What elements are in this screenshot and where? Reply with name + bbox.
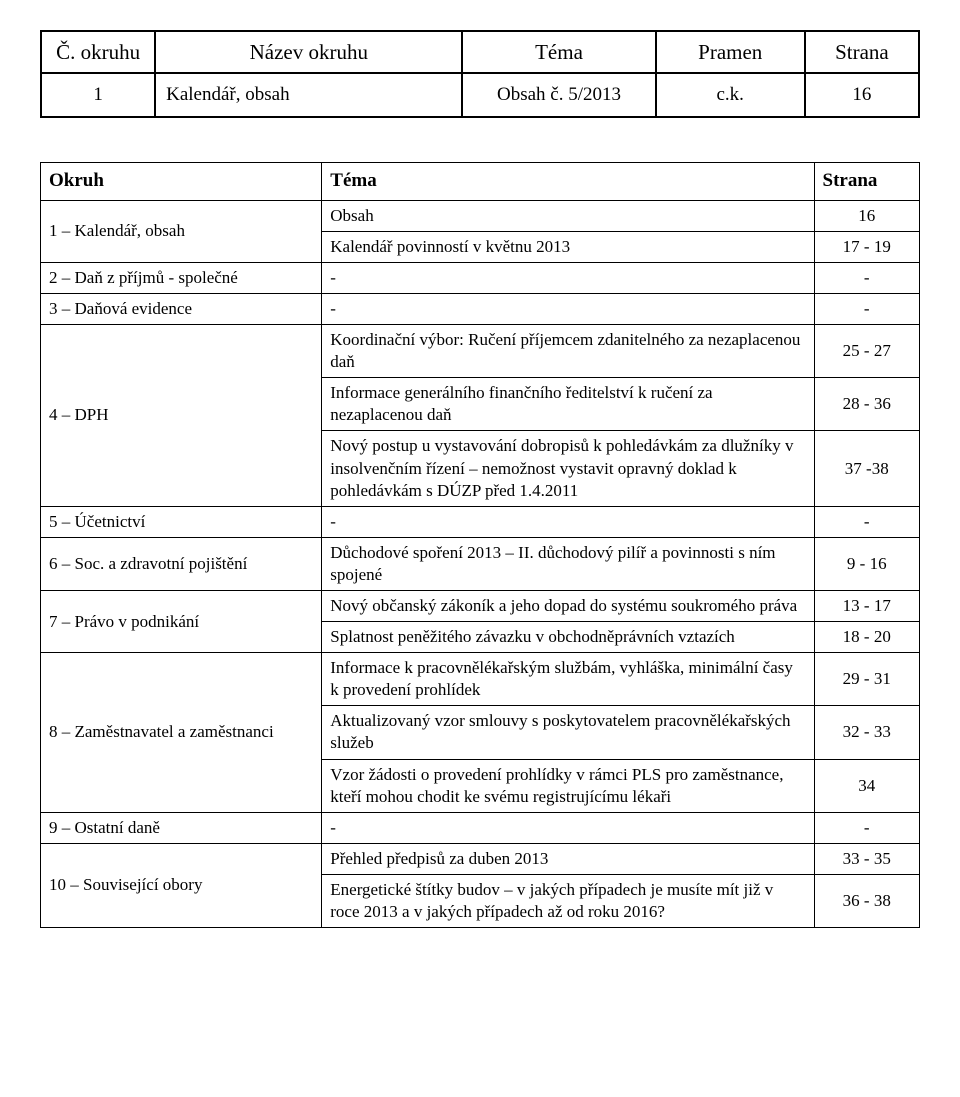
tema-cell: - (322, 506, 814, 537)
strana-cell: 25 - 27 (814, 325, 919, 378)
col-header-name: Název okruhu (155, 31, 462, 73)
strana-cell: 17 - 19 (814, 231, 919, 262)
strana-cell: 37 -38 (814, 431, 919, 506)
main-header-row: Okruh Téma Strana (41, 163, 920, 201)
tema-cell: Koordinační výbor: Ručení příjemcem zdan… (322, 325, 814, 378)
main-col-okruh: Okruh (41, 163, 322, 201)
okruh-cell: 1 – Kalendář, obsah (41, 200, 322, 262)
cell-num: 1 (41, 73, 155, 117)
table-row: 7 – Právo v podnikání Nový občanský záko… (41, 591, 920, 622)
col-header-page: Strana (805, 31, 919, 73)
tema-cell: - (322, 262, 814, 293)
table-row: 5 – Účetnictví - - (41, 506, 920, 537)
tema-cell: Energetické štítky budov – v jakých příp… (322, 874, 814, 927)
okruh-cell: 7 – Právo v podnikání (41, 591, 322, 653)
col-header-source: Pramen (656, 31, 805, 73)
tema-cell: Nový postup u vystavování dobropisů k po… (322, 431, 814, 506)
okruh-cell: 2 – Daň z příjmů - společné (41, 262, 322, 293)
okruh-cell: 5 – Účetnictví (41, 506, 322, 537)
tema-cell: - (322, 812, 814, 843)
okruh-cell: 9 – Ostatní daně (41, 812, 322, 843)
tema-cell: Vzor žádosti o provedení prohlídky v rám… (322, 759, 814, 812)
okruh-cell: 8 – Zaměstnavatel a zaměstnanci (41, 653, 322, 813)
col-header-num: Č. okruhu (41, 31, 155, 73)
cell-page: 16 (805, 73, 919, 117)
cell-topic: Obsah č. 5/2013 (462, 73, 655, 117)
tema-cell: Informace k pracovnělékařským službám, v… (322, 653, 814, 706)
tema-cell: Splatnost peněžitého závazku v obchodněp… (322, 622, 814, 653)
okruh-cell: 10 – Související obory (41, 843, 322, 927)
strana-cell: - (814, 506, 919, 537)
tema-cell: Důchodové spoření 2013 – II. důchodový p… (322, 537, 814, 590)
strana-cell: - (814, 293, 919, 324)
strana-cell: 33 - 35 (814, 843, 919, 874)
tema-cell: Aktualizovaný vzor smlouvy s poskytovate… (322, 706, 814, 759)
table-row: 8 – Zaměstnavatel a zaměstnanci Informac… (41, 653, 920, 706)
cell-name: Kalendář, obsah (155, 73, 462, 117)
main-col-tema: Téma (322, 163, 814, 201)
tema-cell: Informace generálního finančního ředitel… (322, 378, 814, 431)
main-table: Okruh Téma Strana 1 – Kalendář, obsah Ob… (40, 162, 920, 928)
table-row: 4 – DPH Koordinační výbor: Ručení příjem… (41, 325, 920, 378)
tema-cell: Kalendář povinností v květnu 2013 (322, 231, 814, 262)
table-row: 2 – Daň z příjmů - společné - - (41, 262, 920, 293)
strana-cell: 32 - 33 (814, 706, 919, 759)
strana-cell: 34 (814, 759, 919, 812)
strana-cell: - (814, 262, 919, 293)
main-col-strana: Strana (814, 163, 919, 201)
tema-cell: Nový občanský zákoník a jeho dopad do sy… (322, 591, 814, 622)
okruh-cell: 3 – Daňová evidence (41, 293, 322, 324)
strana-cell: - (814, 812, 919, 843)
table-row: 6 – Soc. a zdravotní pojištění Důchodové… (41, 537, 920, 590)
okruh-cell: 6 – Soc. a zdravotní pojištění (41, 537, 322, 590)
cell-source: c.k. (656, 73, 805, 117)
strana-cell: 9 - 16 (814, 537, 919, 590)
table-row: 1 – Kalendář, obsah Obsah 16 (41, 200, 920, 231)
strana-cell: 18 - 20 (814, 622, 919, 653)
table-row: 9 – Ostatní daně - - (41, 812, 920, 843)
strana-cell: 28 - 36 (814, 378, 919, 431)
okruh-cell: 4 – DPH (41, 325, 322, 507)
header-table: Č. okruhu Název okruhu Téma Pramen Stran… (40, 30, 920, 118)
strana-cell: 36 - 38 (814, 874, 919, 927)
table-row: 10 – Související obory Přehled předpisů … (41, 843, 920, 874)
strana-cell: 13 - 17 (814, 591, 919, 622)
tema-cell: - (322, 293, 814, 324)
table-row: 3 – Daňová evidence - - (41, 293, 920, 324)
tema-cell: Obsah (322, 200, 814, 231)
col-header-topic: Téma (462, 31, 655, 73)
strana-cell: 16 (814, 200, 919, 231)
header-row: Č. okruhu Název okruhu Téma Pramen Stran… (41, 31, 919, 73)
header-data-row: 1 Kalendář, obsah Obsah č. 5/2013 c.k. 1… (41, 73, 919, 117)
strana-cell: 29 - 31 (814, 653, 919, 706)
tema-cell: Přehled předpisů za duben 2013 (322, 843, 814, 874)
